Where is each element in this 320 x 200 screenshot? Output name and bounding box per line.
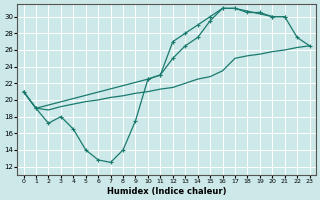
X-axis label: Humidex (Indice chaleur): Humidex (Indice chaleur) [107,187,226,196]
